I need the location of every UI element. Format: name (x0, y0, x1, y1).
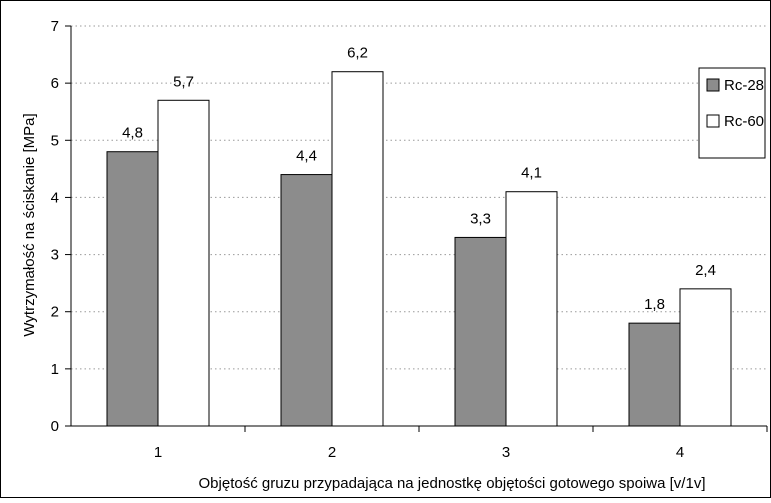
bar-rc-28 (628, 322, 681, 427)
legend-label: Rc-28 (724, 77, 764, 94)
y-axis-title: Wytrzymałość na ściskanie [MPa] (21, 113, 38, 336)
y-tick-label: 3 (51, 247, 59, 264)
x-tick-label: 1 (154, 444, 162, 461)
bars (106, 71, 732, 427)
y-tick-label: 6 (51, 75, 59, 92)
legend: Rc-28 Rc-60 (698, 67, 766, 159)
legend-swatch (706, 114, 720, 128)
y-tick-label: 0 (51, 418, 59, 435)
gridlines (71, 25, 767, 370)
data-label: 2,4 (695, 262, 716, 279)
y-tick-label: 4 (51, 189, 59, 206)
x-axis-title: Objętość gruzu przypadająca na jednostkę… (199, 475, 706, 492)
bar-rc-60 (505, 191, 558, 427)
bar-rc-28 (280, 174, 333, 427)
y-tick-label: 5 (51, 132, 59, 149)
bar-rc-28 (106, 151, 159, 427)
axes: 0 1 2 3 4 5 6 7 1 2 3 4 (51, 18, 768, 461)
y-tick-label: 1 (51, 361, 59, 378)
bar-rc-28 (454, 236, 507, 427)
x-tick-label: 3 (502, 444, 510, 461)
data-label: 1,8 (644, 296, 665, 313)
bar-rc-60 (679, 288, 732, 427)
data-label: 6,2 (347, 45, 368, 62)
bar-rc-60 (157, 99, 210, 427)
legend-label: Rc-60 (724, 113, 764, 130)
x-tick-label: 2 (328, 444, 336, 461)
data-label: 4,1 (521, 165, 542, 182)
data-label: 4,4 (296, 148, 317, 165)
y-tick-label: 7 (51, 18, 59, 35)
data-labels: 4,8 5,7 4,4 6,2 3,3 4,1 1,8 2,4 (122, 45, 716, 313)
data-label: 4,8 (122, 125, 143, 142)
data-label: 5,7 (173, 73, 194, 90)
y-tick-label: 2 (51, 304, 59, 321)
x-tick-label: 4 (676, 444, 684, 461)
data-label: 3,3 (470, 210, 491, 227)
bar-rc-60 (331, 71, 384, 427)
legend-swatch (706, 78, 720, 92)
